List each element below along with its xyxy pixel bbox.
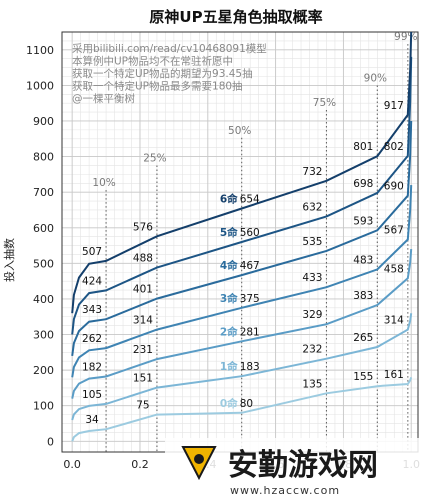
percentile-label: 90% (364, 72, 387, 84)
data-label: 265 (353, 332, 373, 344)
constellation-label: 1命 (220, 360, 238, 373)
series-line-6命 (71, 31, 413, 314)
data-label: 151 (133, 373, 153, 385)
constellation-label: 5命 (220, 226, 238, 239)
data-label: 593 (353, 215, 373, 227)
data-label: 231 (133, 344, 153, 356)
x-tick-label: 0.0 (63, 458, 81, 471)
data-label: 80 (240, 398, 253, 410)
y-tick-label: 400 (33, 293, 54, 306)
data-label: 488 (133, 253, 153, 265)
data-label: 632 (302, 201, 322, 213)
y-axis-label: 投入抽数 (2, 238, 16, 282)
data-label: 183 (240, 361, 260, 373)
y-tick-label: 1000 (26, 79, 54, 92)
percentile-label: 99% (394, 31, 417, 43)
data-label: 576 (133, 221, 153, 233)
data-label: 732 (302, 166, 322, 178)
constellation-label: 2命 (220, 325, 238, 338)
y-tick-label: 1100 (26, 44, 54, 57)
data-label: 232 (302, 344, 322, 356)
data-label: 314 (384, 315, 404, 327)
y-tick-label: 800 (33, 151, 54, 164)
watermark-logo-icon (181, 446, 217, 481)
series-line-3命 (71, 185, 413, 378)
data-label: 75 (136, 400, 149, 412)
series-line-1命 (71, 313, 413, 421)
constellation-label: 4命 (220, 259, 238, 272)
data-label: 917 (384, 100, 404, 112)
data-label: 802 (384, 141, 404, 153)
watermark-url: www.hzaccw.com (230, 484, 340, 497)
data-label: 567 (384, 225, 404, 237)
y-tick-label: 100 (33, 400, 54, 413)
data-label: 262 (82, 333, 102, 345)
data-labels: 34 75 0命 80 135 155 161 105 151 1命 183 232 265 314 182… (82, 100, 404, 426)
note-line: @一棵平衡树 (72, 92, 135, 105)
data-label: 467 (240, 260, 260, 272)
data-label: 424 (82, 275, 102, 287)
percentile-label: 10% (92, 177, 115, 189)
y-tick-label: 900 (33, 115, 54, 128)
data-label: 343 (82, 304, 102, 316)
data-label: 654 (240, 194, 260, 206)
x-tick-label: 0.2 (131, 458, 149, 471)
data-label: 483 (353, 254, 373, 266)
constellation-label: 6命 (220, 193, 238, 206)
data-label: 383 (353, 290, 373, 302)
data-label: 314 (133, 315, 153, 327)
data-label: 690 (384, 181, 404, 193)
percentile-label: 50% (228, 125, 251, 137)
watermark-text: 安勤游戏网 (228, 448, 378, 483)
note-line: 获取一个特定UP物品最多需要180抽 (72, 80, 243, 93)
data-label: 507 (82, 246, 102, 258)
data-label: 433 (302, 272, 322, 284)
y-tick-label: 0 (47, 435, 54, 448)
data-label: 375 (240, 293, 260, 305)
y-tick-label: 500 (33, 257, 54, 270)
note-line: 采用bilibili.com/read/cv10468091模型 (72, 42, 267, 55)
data-label: 281 (240, 326, 260, 338)
constellation-label: 0命 (220, 397, 238, 410)
y-tick-label: 200 (33, 364, 54, 377)
constellation-label: 3命 (220, 292, 238, 305)
y-tick-label: 300 (33, 329, 54, 342)
series-group (71, 31, 413, 442)
percentile-label: 75% (313, 97, 336, 109)
y-tick-label: 700 (33, 186, 54, 199)
data-label: 155 (353, 371, 373, 383)
note-line: 获取一个特定UP物品的期望为93.45抽 (72, 67, 253, 80)
series-line-5命 (71, 56, 413, 335)
data-label: 182 (82, 362, 102, 374)
data-label: 535 (302, 236, 322, 248)
watermark: 安勤游戏网 www.hzaccw.com (165, 438, 421, 500)
y-tick-label: 600 (33, 222, 54, 235)
series-line-4命 (71, 120, 413, 357)
data-label: 329 (302, 309, 322, 321)
annotation-notes: 采用bilibili.com/read/cv10468091模型本算例中UP物品… (72, 42, 267, 105)
percentile-label: 25% (143, 153, 166, 165)
data-label: 698 (353, 178, 373, 190)
data-label: 105 (82, 389, 102, 401)
series-line-0命 (71, 376, 413, 442)
series-line-2命 (71, 249, 413, 399)
chart-title: 原神UP五星角色抽取概率 (149, 8, 322, 26)
data-label: 801 (353, 141, 373, 153)
note-line: 本算例中UP物品均不在常驻祈愿中 (72, 55, 233, 68)
data-label: 458 (384, 263, 404, 275)
data-label: 401 (133, 284, 153, 296)
data-label: 560 (240, 227, 260, 239)
data-label: 161 (384, 369, 404, 381)
data-label: 34 (85, 414, 99, 426)
data-label: 135 (302, 378, 322, 390)
